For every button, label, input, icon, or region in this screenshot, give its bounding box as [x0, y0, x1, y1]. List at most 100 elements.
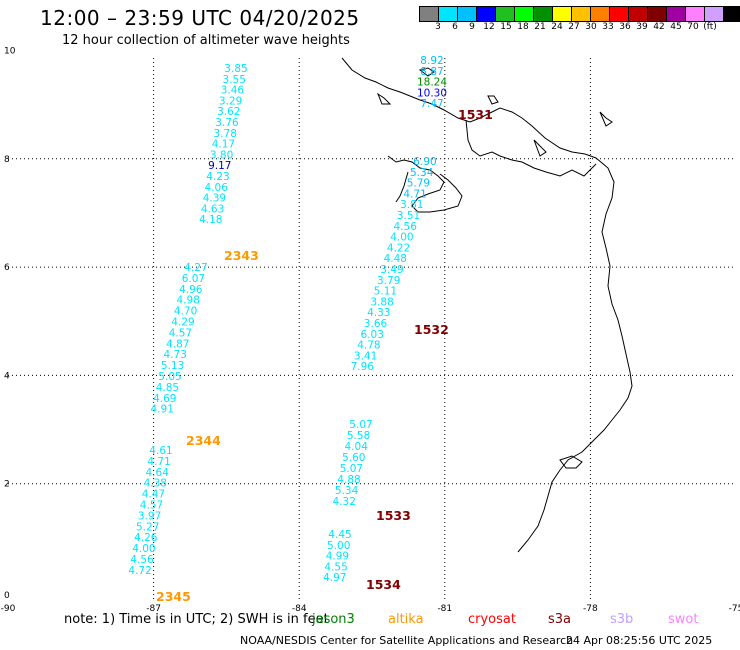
pass-time-label: 1534	[366, 577, 401, 592]
wave-height-value: 4.78	[357, 340, 380, 352]
wave-height-value: 4.47	[142, 489, 165, 501]
wave-height-value: 5.27	[136, 521, 159, 533]
wave-height-value: 5.79	[407, 178, 430, 190]
satellite-track: 4.276.074.964.984.704.294.574.874.735.13…	[151, 262, 222, 448]
wave-height-value: 4.06	[205, 182, 229, 194]
x-tick-label: -78	[583, 604, 598, 614]
wave-height-value: 3.88	[370, 296, 393, 308]
scale-label: 45	[670, 22, 682, 32]
wave-height-value: 3.66	[364, 318, 388, 330]
wave-height-value: 4.23	[206, 171, 229, 183]
coastline-segment	[387, 155, 463, 213]
satellite-track: 4.614.714.644.384.474.573.975.274.264.00…	[128, 445, 190, 604]
wave-height-value: 4.85	[156, 382, 179, 394]
map-title: 12:00 – 23:59 UTC 04/20/2025	[40, 6, 360, 30]
wave-height-value: 4.64	[146, 467, 170, 479]
pass-time-label: 1532	[414, 322, 449, 337]
wave-height-value: 4.99	[326, 551, 349, 563]
wave-height-value: 4.98	[177, 295, 200, 307]
wave-height-value: 5.34	[410, 167, 434, 179]
coastline-segment	[533, 139, 547, 157]
wave-height-value: 4.00	[390, 232, 413, 244]
coastline-segment	[465, 119, 597, 177]
scale-label: 39	[636, 22, 648, 32]
wave-height-value: 3.49	[380, 264, 403, 276]
coastline-segment	[599, 111, 613, 127]
wave-height-value: 4.72	[128, 565, 151, 577]
wave-height-value: 4.00	[132, 543, 155, 555]
wave-height-value: 3.97	[138, 510, 161, 522]
scale-label: 70	[687, 22, 699, 32]
wave-height-value: 4.56	[394, 221, 418, 233]
scale-label: 3	[435, 22, 441, 32]
map-subtitle: 12 hour collection of altimeter wave hei…	[62, 33, 350, 48]
y-tick-label: 4	[4, 371, 10, 381]
wave-height-value: 4.70	[174, 306, 197, 318]
wave-height-value: 8.87	[420, 66, 443, 78]
legend-jason3: jason3	[312, 612, 355, 627]
wave-height-value: 3.78	[214, 128, 237, 140]
scale-label: 27	[568, 22, 580, 32]
lat-lon-grid	[8, 58, 736, 600]
coastline-segment	[395, 171, 409, 203]
generated-timestamp: 24 Apr 08:25:56 UTC 2025	[566, 634, 713, 647]
wave-height-value: 10.30	[417, 87, 447, 99]
scale-label: 6	[452, 22, 458, 32]
wave-height-value: 4.97	[323, 572, 346, 584]
wave-height-value: 4.71	[403, 188, 426, 200]
coastline-segment	[341, 57, 633, 553]
x-tick-label: -90	[1, 604, 16, 614]
pass-time-label: 1533	[376, 508, 411, 523]
coastline-segment	[559, 455, 583, 469]
wave-height-value: 4.18	[199, 214, 222, 226]
wave-height-value: 4.45	[328, 529, 351, 541]
wave-height-value: 5.34	[335, 485, 359, 497]
y-tick-label: 0	[4, 591, 10, 601]
wave-height-value: 5.11	[374, 286, 397, 298]
coastline-segment	[376, 92, 392, 105]
legend-s3a: s3a	[548, 612, 572, 627]
scale-label: 21	[534, 22, 546, 32]
wave-height-value: 4.56	[130, 554, 154, 566]
wave-height-value: 5.00	[327, 540, 350, 552]
wave-height-value: 6.07	[182, 273, 205, 285]
wave-height-value: 4.73	[164, 349, 187, 361]
wave-height-value: 18.24	[417, 77, 447, 89]
wave-height-value: 4.57	[140, 500, 163, 512]
color-scale-bar	[419, 6, 740, 22]
axis-tick-labels: -90 -87 -84 -81 -78 -75 0 2 4 6 8 10	[1, 47, 740, 615]
scale-label: 24	[551, 22, 563, 32]
wave-height-value: 3.79	[377, 275, 400, 287]
wave-height-value: 5.60	[342, 452, 365, 464]
scale-swatch	[723, 6, 740, 22]
wave-height-value: 3.55	[223, 74, 246, 86]
wave-height-value: 7.96	[351, 361, 375, 373]
coastline	[341, 57, 633, 553]
color-scale-labels: 3 6 9 12 15 18 21 24 27 30 33 36 39 42 45 70 (ft)	[420, 22, 740, 34]
wave-height-value: 4.17	[212, 139, 235, 151]
wave-height-value: 4.87	[166, 338, 189, 350]
wave-height-value: 3.62	[217, 106, 240, 118]
y-tick-label: 8	[4, 155, 10, 165]
legend-altika: altika	[388, 612, 424, 627]
pass-time-label: 2343	[224, 248, 259, 263]
wave-height-value: 8.92	[420, 55, 443, 67]
y-tick-label: 10	[4, 47, 16, 57]
wave-height-value: 4.69	[153, 393, 176, 405]
legend-s3b: s3b	[610, 612, 634, 627]
footer-note: note: 1) Time is in UTC; 2) SWH is in fe…	[64, 612, 329, 627]
wave-height-value: 4.04	[345, 441, 369, 453]
satellite-track: 4.455.004.994.554.97 1534	[323, 529, 401, 592]
wave-height-value: 4.22	[387, 242, 410, 254]
scale-label: 36	[619, 22, 631, 32]
wave-height-value: 4.27	[184, 262, 207, 274]
wave-height-value: 3.76	[215, 117, 239, 129]
wave-height-value: 5.07	[340, 463, 363, 475]
wave-height-value: 4.33	[367, 307, 390, 319]
wave-height-value: 3.80	[210, 149, 233, 161]
scale-label: 15	[500, 22, 512, 32]
coastline-segment	[487, 95, 499, 105]
wave-height-value: 4.48	[384, 253, 407, 265]
